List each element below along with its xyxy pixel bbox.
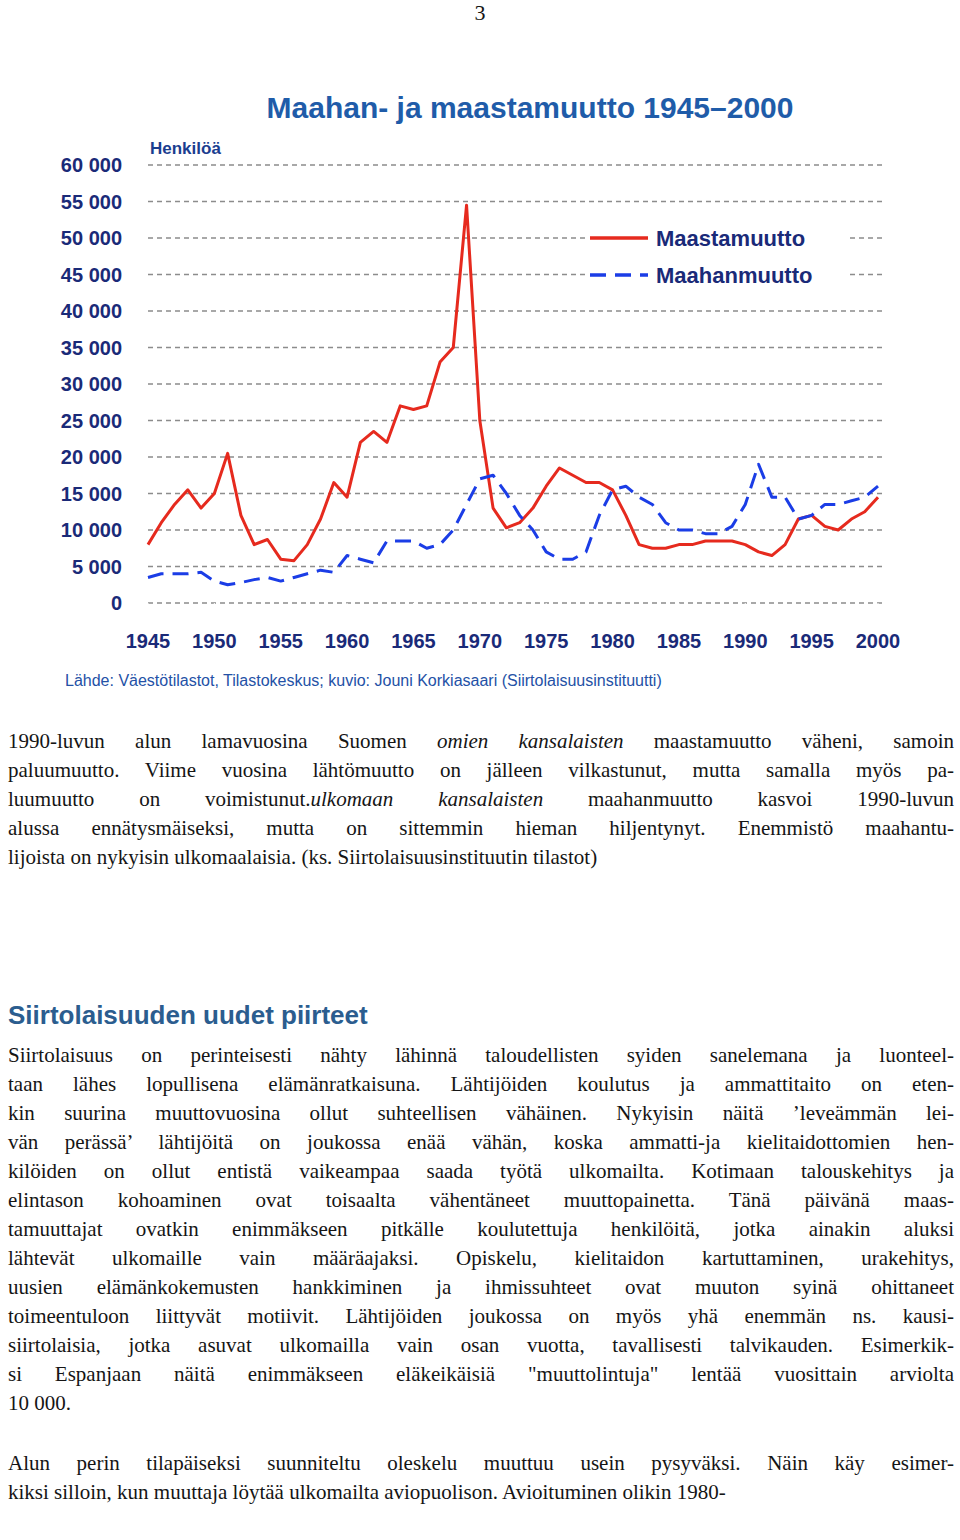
page-number: 3 (0, 0, 960, 26)
y-tick-label: 50 000 (61, 227, 122, 249)
text-line: paluumuutto. Viime vuosina lähtömuutto o… (8, 756, 954, 785)
text-line: 1990-luvun alun lamavuosina Suomen omien… (8, 727, 954, 756)
text-line: elintason kohoaminen ovat toisaalta vähe… (8, 1186, 954, 1215)
text-line: kilöiden on ollut entistä vaikeampaa saa… (8, 1157, 954, 1186)
text-line: si Espanjaan näitä enimmäkseen eläkeikäi… (8, 1360, 954, 1389)
y-tick-label: 60 000 (61, 154, 122, 176)
x-tick-label: 1965 (391, 630, 436, 652)
legend-swatch (590, 236, 648, 240)
y-tick-label: 30 000 (61, 373, 122, 395)
grid-line (148, 164, 882, 165)
grid-line (148, 310, 882, 311)
legend-label: Maastamuutto (656, 226, 805, 251)
text-line: luumuutto on voimistunut.ulkomaan kansal… (8, 785, 954, 814)
text-line: lähtevät ulkomaille vain määräajaksi. Op… (8, 1244, 954, 1273)
text-run: maahanmuutto kasvoi 1990-luvun (543, 787, 954, 811)
text-line: Alun perin tilapäiseksi suunniteltu oles… (8, 1449, 954, 1478)
grid-line (148, 201, 882, 202)
text-line: Siirtolaisuus on perinteisesti nähty läh… (8, 1041, 954, 1070)
y-tick-label: 10 000 (61, 519, 122, 541)
x-tick (347, 603, 348, 606)
plot-area (148, 205, 878, 585)
chart-title: Maahan- ja maastamuutto 1945–2000 (267, 91, 794, 124)
x-tick (546, 603, 547, 606)
y-tick-label: 25 000 (61, 410, 122, 432)
grid-line (148, 347, 882, 348)
text-line: taan lähes lopullisena elämänratkaisuna.… (8, 1070, 954, 1099)
x-tick-label: 1955 (258, 630, 303, 652)
text-line: toimeentuloon liittyvät motiivit. Lähtij… (8, 1302, 954, 1331)
x-tick (148, 603, 149, 606)
text-line: lijoista on nykyisin ulkomaalaisia. (ks.… (8, 843, 954, 872)
x-tick-label: 1980 (590, 630, 635, 652)
grid-line (148, 566, 882, 567)
text-line: 10 000. (8, 1389, 954, 1418)
italic-run: ulkomaan kansalaisten (311, 787, 544, 811)
y-tick-label: 15 000 (61, 483, 122, 505)
x-tick (280, 603, 281, 606)
y-tick-label: 45 000 (61, 264, 122, 286)
x-tick-label: 1985 (657, 630, 702, 652)
grid-line (148, 602, 882, 603)
legend-box (588, 222, 850, 294)
legend-swatch (590, 273, 648, 277)
section-heading: Siirtolaisuuden uudet piirteet (8, 1000, 368, 1031)
text-line: tamuuttajat ovatkin enimmäkseen pitkälle… (8, 1215, 954, 1244)
text-line: uusien elämänkokemusten hankkiminen ja i… (8, 1273, 954, 1302)
series-line (148, 464, 878, 584)
x-tick-label: 1945 (126, 630, 171, 652)
text-run: luumuutto on voimistunut. (8, 787, 311, 811)
chart: Maahan- ja maastamuutto 1945–2000 Henkilö… (0, 60, 960, 770)
x-tick-label: 1995 (789, 630, 834, 652)
text-run: 1990-luvun alun lamavuosina Suomen (8, 729, 437, 753)
x-tick (878, 603, 879, 606)
text-run: maastamuutto väheni, samoin (624, 729, 954, 753)
grid-line (148, 383, 882, 384)
x-tick (745, 603, 746, 606)
x-tick-label: 1990 (723, 630, 768, 652)
y-tick-label: 40 000 (61, 300, 122, 322)
x-tick (479, 603, 480, 606)
y-tick-label: 20 000 (61, 446, 122, 468)
x-tick-label: 1975 (524, 630, 569, 652)
x-tick (678, 603, 679, 606)
grid-line (148, 420, 882, 421)
legend-label: Maahanmuutto (656, 263, 812, 288)
y-tick-label: 0 (111, 592, 122, 614)
grid-line (148, 456, 882, 457)
y-tick-label: 5 000 (72, 556, 122, 578)
x-tick (612, 603, 613, 606)
text-line: kin suurina muuttovuosina ollut suhteell… (8, 1099, 954, 1128)
text-line: alussa ennätysmäiseksi, mutta on sittemm… (8, 814, 954, 843)
grid-line (148, 529, 882, 530)
italic-run: omien kansalaisten (437, 729, 624, 753)
text-line: vän perässä’ lähtijöitä on joukossa enää… (8, 1128, 954, 1157)
x-tick-label: 1960 (325, 630, 370, 652)
y-tick-label: 55 000 (61, 191, 122, 213)
chart-source: Lähde: Väestötilastot, Tilastokeskus; ku… (65, 672, 662, 689)
y-tick-label: 35 000 (61, 337, 122, 359)
text-line: kiksi silloin, kun muuttaja löytää ulkom… (8, 1478, 954, 1507)
x-tick-label: 1970 (458, 630, 503, 652)
x-tick (811, 603, 812, 606)
x-tick (214, 603, 215, 606)
page: 3 Maahan- ja maastamuutto 1945–2000 Henkil… (0, 0, 960, 1540)
x-tick (413, 603, 414, 606)
text-line: siirtolaisia, jotka asuvat ulkomailla va… (8, 1331, 954, 1360)
x-tick-label: 2000 (856, 630, 901, 652)
y-axis-label: Henkilöä (150, 139, 221, 158)
x-tick-label: 1950 (192, 630, 237, 652)
